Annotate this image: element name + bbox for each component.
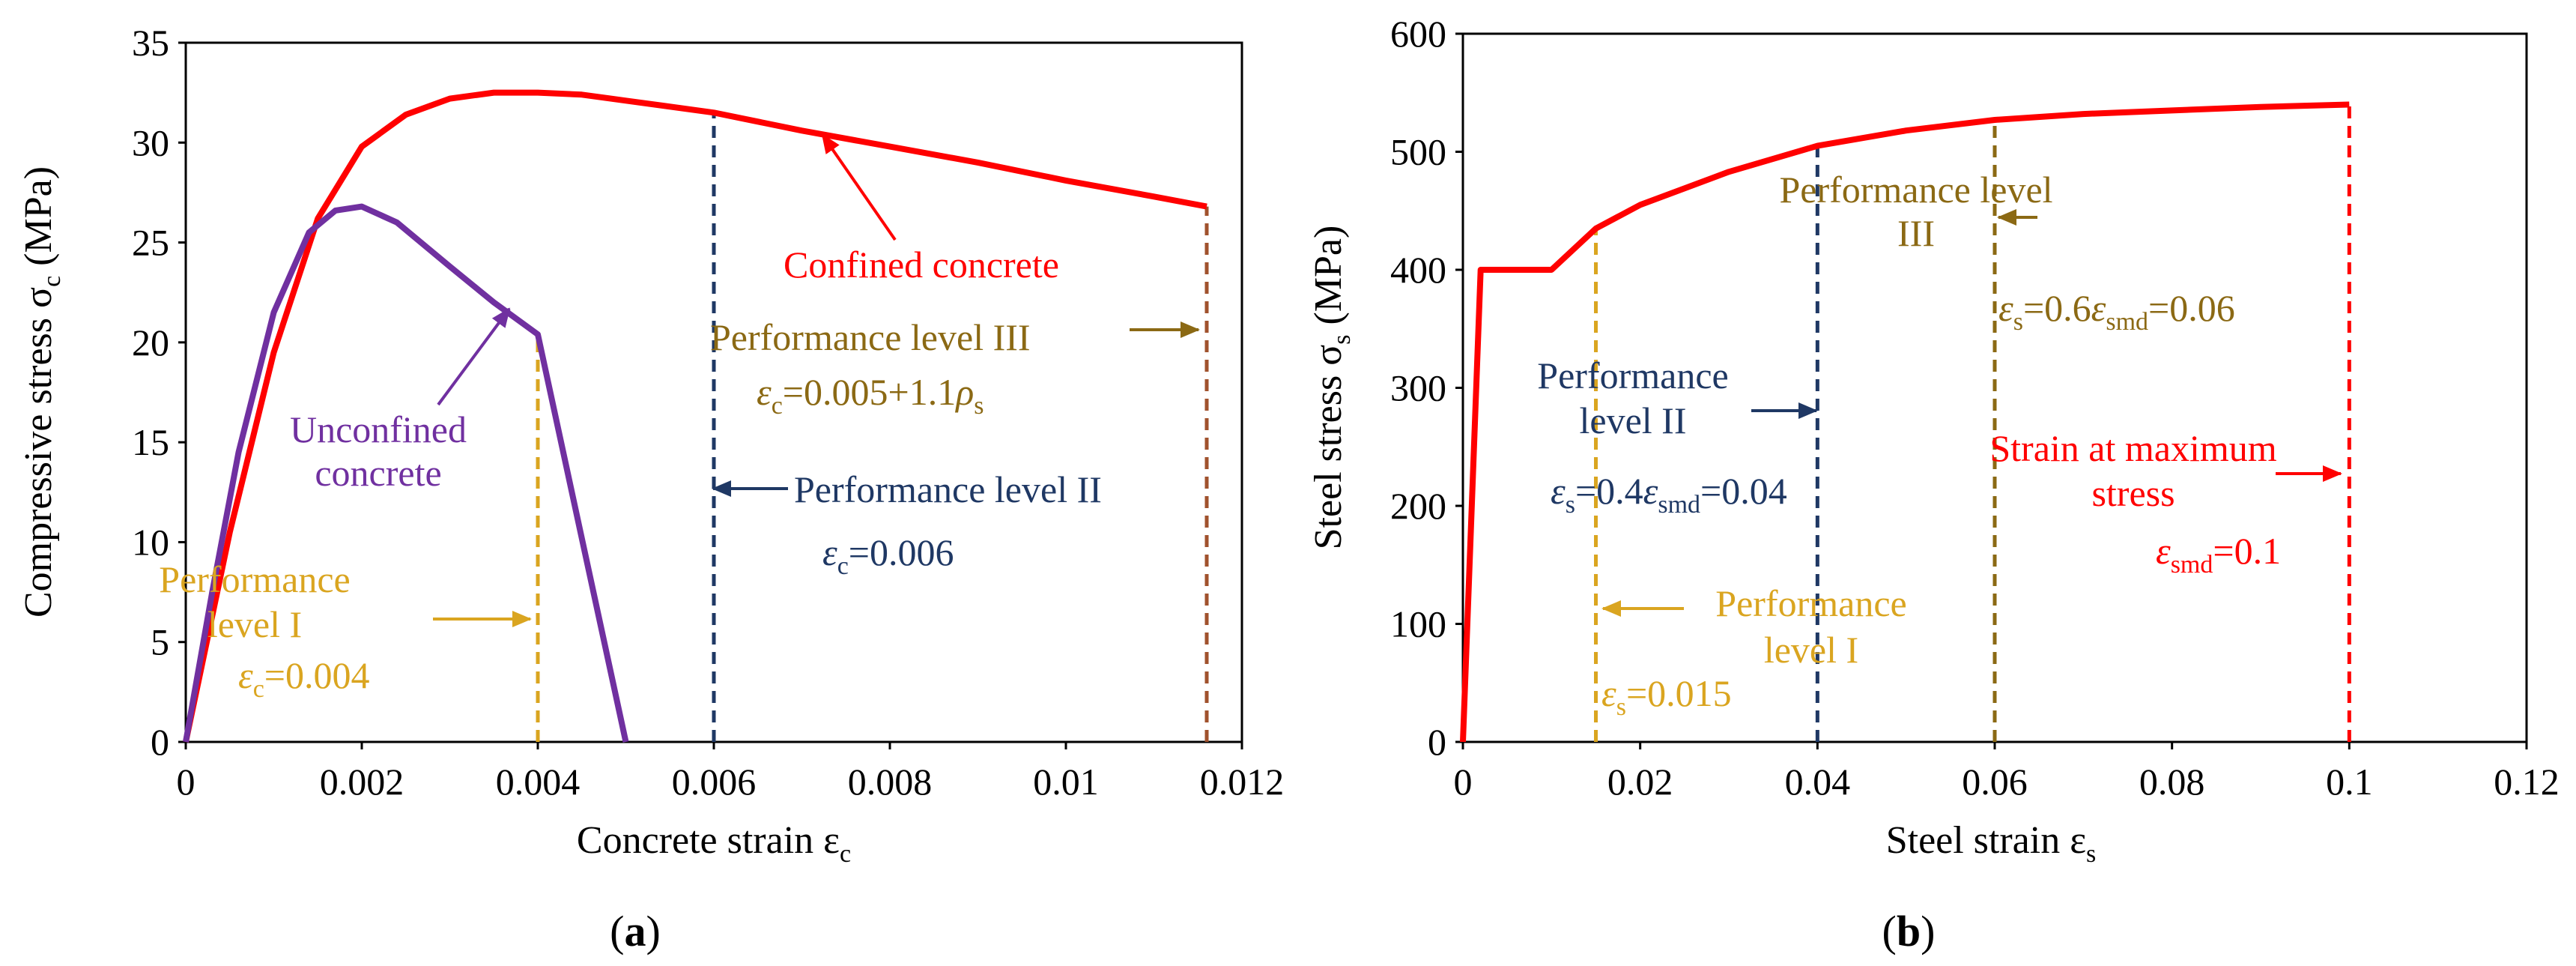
xtick-label: 0.012 — [1200, 761, 1285, 803]
chart-b-vlines — [1594, 104, 2351, 742]
chart-b-annotation-level3: Performance level III — [1779, 169, 2052, 254]
xtick-label: 0.02 — [1607, 761, 1673, 803]
xtick-label: 0.12 — [2494, 761, 2560, 803]
xtick-label: 0 — [1454, 761, 1473, 803]
chart-b-panel-label: (b) — [1882, 907, 1936, 956]
chart-b-annotation-maxstress-eq: εsmd=0.1 — [2156, 530, 2281, 579]
ytick-label: 20 — [132, 322, 169, 363]
chart-a-annotation-level1-eq: εc=0.004 — [238, 654, 370, 703]
ytick-label: 15 — [132, 421, 169, 463]
chart-a-xlabel: Concrete strain εc — [577, 819, 851, 868]
chart-b-yticks: 0 100 200 300 400 500 600 — [1390, 13, 1463, 763]
ytick-label: 0 — [151, 721, 169, 763]
chart-b-annotation-maxstress: Strain at maximum stress — [1989, 427, 2276, 514]
xtick-label: 0.002 — [320, 761, 404, 803]
xtick-label: 0.08 — [2139, 761, 2205, 803]
chart-a-vlines — [536, 112, 1209, 742]
xtick-label: 0.04 — [1785, 761, 1851, 803]
chart-a-series — [183, 89, 1207, 743]
chart-a-annotation-level3: Performance level III — [710, 316, 1031, 358]
chart-a-annotation-level2-eq: εc=0.006 — [822, 531, 954, 580]
xtick-label: 0.008 — [848, 761, 933, 803]
ytick-label: 500 — [1390, 131, 1446, 173]
chart-b-annotation-level2: Performance level II — [1537, 354, 1728, 441]
chart-a-ylabel: Compressive stress σc (MPa) — [17, 166, 66, 618]
ytick-label: 100 — [1390, 603, 1446, 645]
chart-a: 0 5 10 15 20 25 30 35 0 0.002 0.004 0.006 0.008 0.01… — [17, 22, 1284, 956]
ytick-label: 10 — [132, 521, 169, 563]
series-line-unconfined-concrete — [183, 203, 629, 743]
xtick-label: 0.1 — [2326, 761, 2373, 803]
ytick-label: 400 — [1390, 249, 1446, 291]
ytick-label: 600 — [1390, 13, 1446, 55]
chart-a-arrow-unconfined — [437, 307, 511, 406]
chart-b-series — [1460, 101, 2350, 743]
ytick-label: 25 — [132, 222, 169, 264]
ytick-label: 5 — [151, 621, 169, 663]
chart-b-annotation-level1: Performance level I — [1715, 582, 1906, 671]
chart-b-xticks: 0 0.02 0.04 0.06 0.08 0.1 0.12 — [1454, 742, 2560, 803]
chart-a-xticks: 0 0.002 0.004 0.006 0.008 0.01 0.012 — [177, 742, 1285, 803]
chart-b-xlabel: Steel strain εs — [1886, 819, 2097, 868]
xtick-label: 0 — [177, 761, 196, 803]
chart-a-annotation-confined: Confined concrete — [784, 244, 1059, 286]
xtick-label: 0.06 — [1962, 761, 2028, 803]
chart-b-annotation-level3-eq: εs=0.6εsmd=0.06 — [1998, 287, 2235, 336]
series-line-confined-concrete — [183, 89, 1207, 743]
ytick-label: 300 — [1390, 367, 1446, 409]
chart-a-annotation-unconfined: Unconfined concrete — [290, 408, 467, 494]
chart-a-yticks: 0 5 10 15 20 25 30 35 — [132, 22, 186, 763]
chart-a-annotation-level1: Performance level I — [159, 558, 350, 645]
ytick-label: 35 — [132, 22, 169, 64]
chart-b-ylabel: Steel stress σs (MPa) — [1307, 226, 1356, 550]
chart-a-panel-label: (a) — [610, 907, 661, 956]
xtick-label: 0.006 — [672, 761, 757, 803]
xtick-label: 0.01 — [1033, 761, 1099, 803]
chart-a-annotation-level3-eq: εc=0.005+1.1ρs — [757, 371, 984, 420]
xtick-label: 0.004 — [496, 761, 581, 803]
ytick-label: 0 — [1428, 721, 1446, 763]
chart-b-annotation-level2-eq: εs=0.4εsmd=0.04 — [1551, 470, 1787, 519]
ytick-label: 200 — [1390, 485, 1446, 527]
series-line-steel — [1460, 101, 2350, 743]
chart-a-arrow-confined — [821, 133, 897, 241]
chart-b: 0 100 200 300 400 500 600 0 0.02 0.04 0.06 0.08 0.1… — [1307, 13, 2560, 956]
ytick-label: 30 — [132, 121, 169, 163]
chart-a-annotation-level2: Performance level II — [794, 468, 1102, 510]
chart-b-annotation-level1-eq: εs=0.015 — [1601, 672, 1732, 721]
